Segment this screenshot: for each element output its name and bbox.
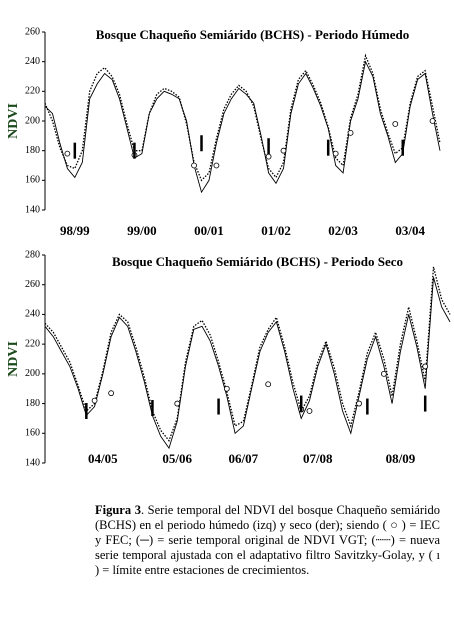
x-tick-label: 08/09 bbox=[386, 451, 416, 466]
y-axis-label: NDVI bbox=[6, 103, 21, 139]
y-tick-label: 220 bbox=[25, 338, 40, 349]
y-tick-label: 260 bbox=[25, 26, 40, 37]
y-tick-label: 240 bbox=[25, 309, 40, 320]
season-point bbox=[265, 381, 272, 388]
season-point bbox=[174, 400, 181, 407]
season-point bbox=[64, 150, 71, 157]
season-point bbox=[280, 147, 287, 154]
x-tick-label: 02/03 bbox=[328, 223, 358, 238]
season-point bbox=[91, 397, 98, 404]
chart-title: Bosque Chaqueño Semiárido (BCHS) - Perio… bbox=[112, 254, 403, 269]
caption: Figura 3. Serie temporal del NDVI del bo… bbox=[95, 503, 440, 578]
season-point bbox=[223, 385, 230, 392]
season-point bbox=[422, 363, 429, 370]
y-tick-label: 140 bbox=[25, 204, 40, 215]
y-axis-label: NDVI bbox=[6, 341, 21, 377]
season-point bbox=[213, 162, 220, 169]
x-tick-label: 07/08 bbox=[303, 451, 333, 466]
x-tick-label: 04/05 bbox=[88, 451, 118, 466]
x-tick-label: 98/99 bbox=[60, 223, 90, 238]
season-point bbox=[191, 162, 197, 169]
y-tick-label: 200 bbox=[25, 115, 40, 126]
x-tick-label: 05/06 bbox=[162, 451, 192, 466]
season-point bbox=[347, 129, 354, 136]
x-tick-label: 03/04 bbox=[395, 223, 425, 238]
y-tick-label: 160 bbox=[25, 175, 40, 186]
y-tick-label: 200 bbox=[25, 368, 40, 379]
y-tick-label: 260 bbox=[25, 279, 40, 290]
original-series bbox=[44, 277, 451, 450]
season-point bbox=[265, 153, 272, 160]
y-tick-label: 240 bbox=[25, 56, 40, 67]
season-point bbox=[332, 150, 339, 157]
chart-title: Bosque Chaqueño Semiárido (BCHS) - Perio… bbox=[96, 27, 409, 42]
y-tick-label: 180 bbox=[25, 398, 40, 409]
caption-label: Figura 3 bbox=[95, 503, 141, 517]
x-tick-label: 01/02 bbox=[261, 223, 291, 238]
season-point bbox=[392, 121, 399, 127]
y-tick-label: 160 bbox=[25, 428, 40, 439]
season-point bbox=[108, 390, 115, 397]
x-tick-label: 06/07 bbox=[229, 451, 259, 466]
season-point bbox=[306, 408, 313, 414]
caption-text: . Serie temporal del NDVI del bosque Cha… bbox=[95, 503, 441, 577]
original-series bbox=[44, 60, 441, 194]
x-tick-label: 00/01 bbox=[194, 223, 224, 238]
figure: Bosque Chaqueño Semiárido (BCHS) - Perio… bbox=[6, 26, 451, 468]
y-tick-label: 140 bbox=[25, 457, 40, 468]
fitted-series bbox=[44, 266, 451, 443]
y-tick-label: 220 bbox=[25, 86, 40, 97]
season-point bbox=[356, 400, 362, 407]
season-point bbox=[429, 118, 436, 124]
season-point bbox=[380, 370, 387, 377]
y-tick-label: 280 bbox=[25, 249, 40, 260]
y-tick-label: 180 bbox=[25, 145, 40, 156]
x-tick-label: 99/00 bbox=[127, 223, 157, 238]
